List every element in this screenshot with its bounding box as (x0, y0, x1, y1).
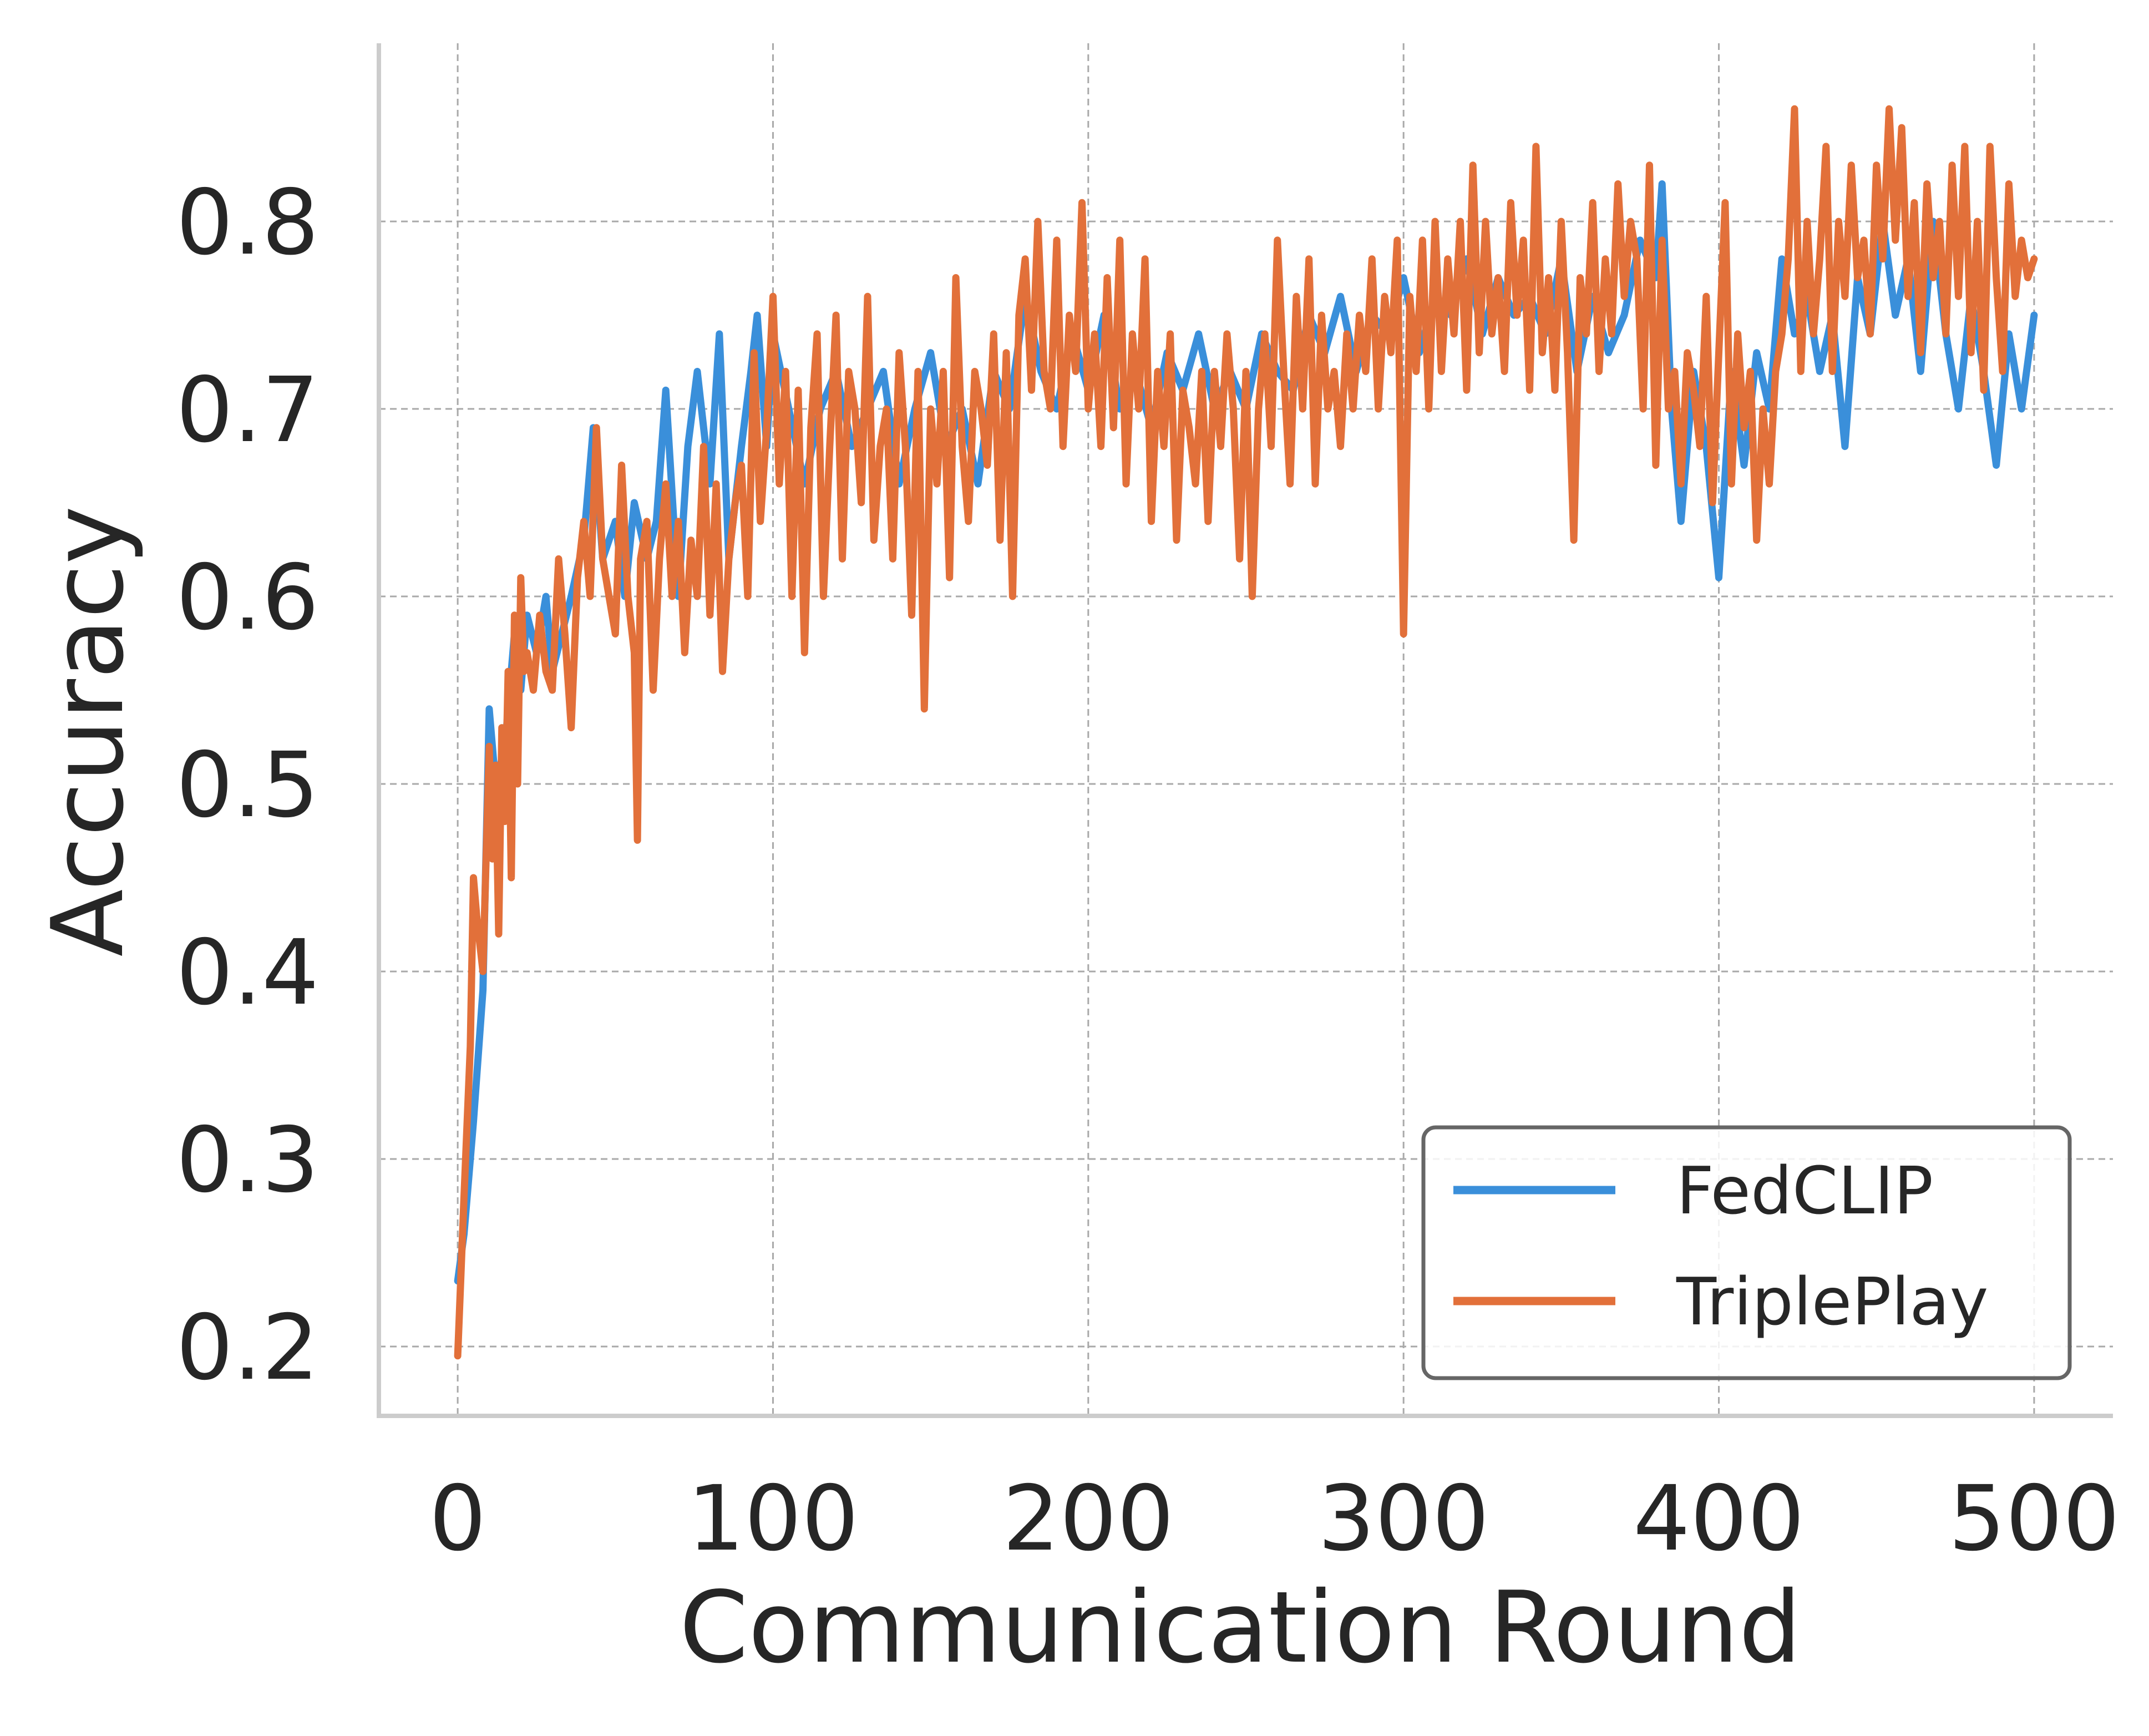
y-axis-label: Accuracy (31, 506, 145, 957)
axes-spines (377, 43, 2113, 1418)
series-line-tripleplay (454, 105, 2038, 1360)
x-tick-label: 100 (687, 1467, 859, 1571)
y-tick-label: 0.6 (176, 546, 319, 650)
y-tick-label: 0.7 (176, 358, 319, 463)
x-tick-label: 200 (1002, 1467, 1174, 1571)
y-tick-label: 0.3 (176, 1109, 319, 1213)
y-tick-label: 0.8 (176, 171, 319, 275)
x-axis-label: Communication Round (680, 1570, 1802, 1685)
x-tick-label: 500 (1948, 1467, 2120, 1571)
series-lines (454, 105, 2038, 1360)
legend: FedCLIP TriplePlay (1421, 1125, 2072, 1380)
x-tick-label: 300 (1318, 1467, 1489, 1571)
y-tick-label: 0.5 (176, 733, 319, 838)
x-tick-label: 0 (429, 1467, 486, 1571)
y-tick-label: 0.2 (176, 1296, 319, 1400)
tick-labels: 0 100 200 300 400 500 0.2 0.3 0.4 0.5 0.6 0.7 0.8 (176, 171, 2120, 1571)
y-tick-label: 0.4 (176, 921, 319, 1025)
x-tick-label: 400 (1633, 1467, 1805, 1571)
legend-label-tripleplay: TriplePlay (1676, 1263, 1988, 1340)
legend-label-fedclip: FedCLIP (1676, 1152, 1933, 1229)
series-line-fedclip (454, 180, 2038, 1285)
